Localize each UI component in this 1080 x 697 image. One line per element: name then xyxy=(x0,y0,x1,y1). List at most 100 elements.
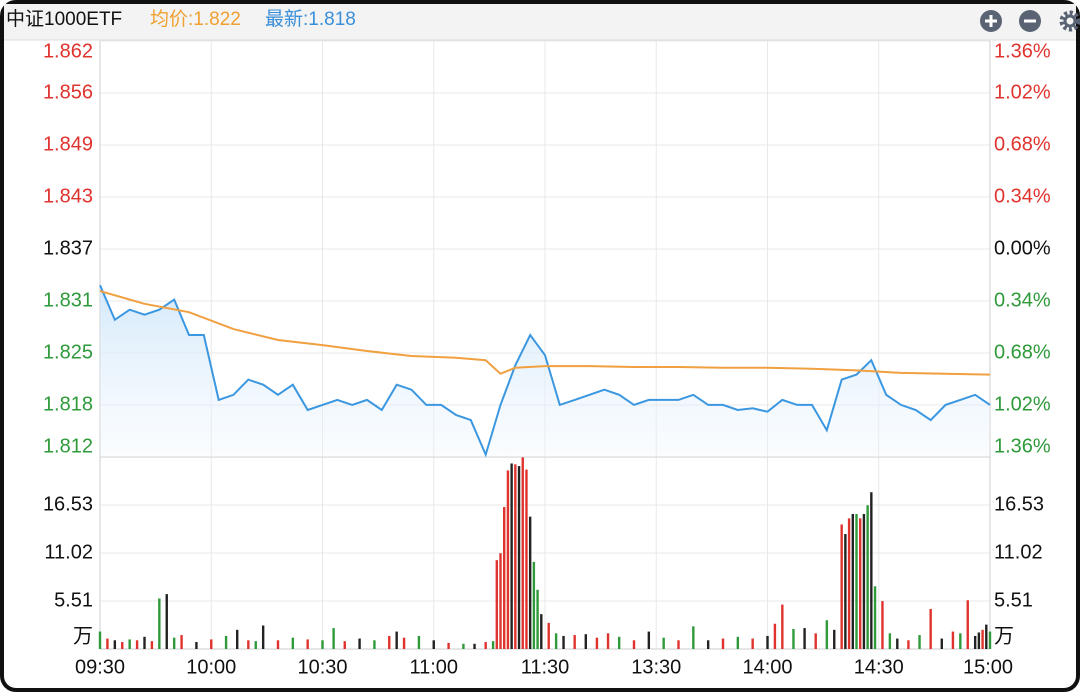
volume-bar xyxy=(981,629,984,649)
volume-bar xyxy=(855,514,858,649)
unit-label: 万 xyxy=(73,625,93,647)
volume-bar xyxy=(554,633,558,649)
volume-bar xyxy=(951,631,955,649)
volume-bar xyxy=(150,641,154,649)
volume-bar xyxy=(940,638,943,649)
x-tick-label: 09:30 xyxy=(75,656,125,678)
y-tick-label: 1.862 xyxy=(43,40,93,62)
volume-bar xyxy=(907,640,910,649)
volume-bar xyxy=(528,516,532,649)
y2-tick-label: 0.34% xyxy=(994,289,1051,311)
y-tick-label: 5.51 xyxy=(54,589,93,611)
zoom-out-button[interactable] xyxy=(1019,10,1041,32)
y2-tick-label: 1.02% xyxy=(994,81,1051,103)
volume-bar xyxy=(844,534,847,649)
volume-bar xyxy=(98,631,102,649)
y-tick-label: 1.849 xyxy=(43,133,93,155)
volume-bar xyxy=(847,518,851,649)
volume-bar xyxy=(833,629,836,649)
volume-bar xyxy=(632,640,636,649)
volume-bar xyxy=(291,637,295,649)
volume-bar xyxy=(417,635,421,649)
volume-bar xyxy=(236,629,239,649)
volume-bar xyxy=(224,635,228,649)
x-tick-label: 11:30 xyxy=(521,656,570,678)
volume-bar xyxy=(143,636,146,649)
volume-bar xyxy=(547,622,550,649)
volume-bar xyxy=(825,620,829,649)
y-tick-label: 1.856 xyxy=(43,81,93,103)
y2-tick-label: 0.34% xyxy=(994,185,1051,207)
volume-bar xyxy=(988,631,992,649)
volume-bar xyxy=(862,514,866,649)
volume-bar xyxy=(677,640,680,649)
volume-bar xyxy=(870,492,873,649)
volume-bar xyxy=(851,514,854,649)
volume-bar xyxy=(484,642,487,649)
volume-bar xyxy=(706,640,710,649)
volume-bar xyxy=(859,518,862,649)
y2-tick-label: 1.36% xyxy=(994,40,1051,62)
volume-bar xyxy=(432,640,435,649)
volume-bar xyxy=(866,505,869,649)
settings-button[interactable] xyxy=(1059,10,1080,32)
volume-bar xyxy=(977,632,981,649)
volume-bar xyxy=(584,634,587,649)
header-bar xyxy=(4,4,1076,40)
volume-bar xyxy=(402,637,406,649)
volume-bar xyxy=(773,623,777,649)
volume-bar xyxy=(106,638,109,649)
y-tick-label: 1.837 xyxy=(43,237,93,259)
volume-bar xyxy=(514,464,517,649)
volume-bar xyxy=(462,643,465,649)
volume-bar xyxy=(395,631,398,649)
volume-bar xyxy=(135,640,139,649)
volume-bar xyxy=(540,614,543,649)
volume-bar xyxy=(647,631,651,649)
volume-bar xyxy=(973,635,977,649)
volume-bar xyxy=(918,635,921,649)
y2-tick-label: 1.02% xyxy=(994,393,1051,415)
volume-bar xyxy=(158,598,161,649)
price-area xyxy=(100,285,990,457)
volume-bar xyxy=(966,600,969,649)
volume-bar xyxy=(195,642,198,649)
volume-bar xyxy=(751,638,754,649)
last-price: 最新:1.818 xyxy=(265,8,356,30)
x-tick-label: 14:30 xyxy=(854,656,904,678)
volume-bar xyxy=(617,636,621,649)
zoom-in-button[interactable] xyxy=(980,10,1002,32)
y2-tick-label: 1.36% xyxy=(994,435,1051,457)
volume-bar xyxy=(254,641,257,649)
volume-bar xyxy=(929,608,932,649)
volume-bar xyxy=(532,561,536,649)
volume-bar xyxy=(121,642,124,649)
y2-tick-label: 11.02 xyxy=(994,541,1043,563)
volume-bar xyxy=(959,633,962,649)
volume-bar xyxy=(692,626,695,649)
volume-bar xyxy=(606,633,610,649)
volume-bar xyxy=(276,640,280,649)
avg-price: 均价:1.822 xyxy=(150,8,241,30)
x-tick-label: 14:00 xyxy=(742,656,792,678)
y-tick-label: 16.53 xyxy=(43,493,93,515)
x-tick-label: 13:30 xyxy=(631,656,681,678)
volume-bar xyxy=(517,466,521,649)
volume-bar xyxy=(721,638,725,649)
volume-bar xyxy=(332,628,335,649)
volume-bar xyxy=(306,639,309,649)
x-tick-label: 10:30 xyxy=(297,656,347,678)
volume-bar xyxy=(781,604,784,649)
volume-bar xyxy=(840,524,843,649)
volume-bar xyxy=(536,589,539,649)
volume-bar xyxy=(573,635,576,649)
x-tick-label: 10:00 xyxy=(186,656,236,678)
volume-bar xyxy=(506,470,510,649)
volume-bar xyxy=(373,640,376,649)
volume-bar xyxy=(814,633,817,649)
volume-bar xyxy=(172,637,176,649)
volume-bar xyxy=(388,635,391,649)
unit-label: 万 xyxy=(994,625,1014,647)
volume-bar xyxy=(736,636,740,649)
